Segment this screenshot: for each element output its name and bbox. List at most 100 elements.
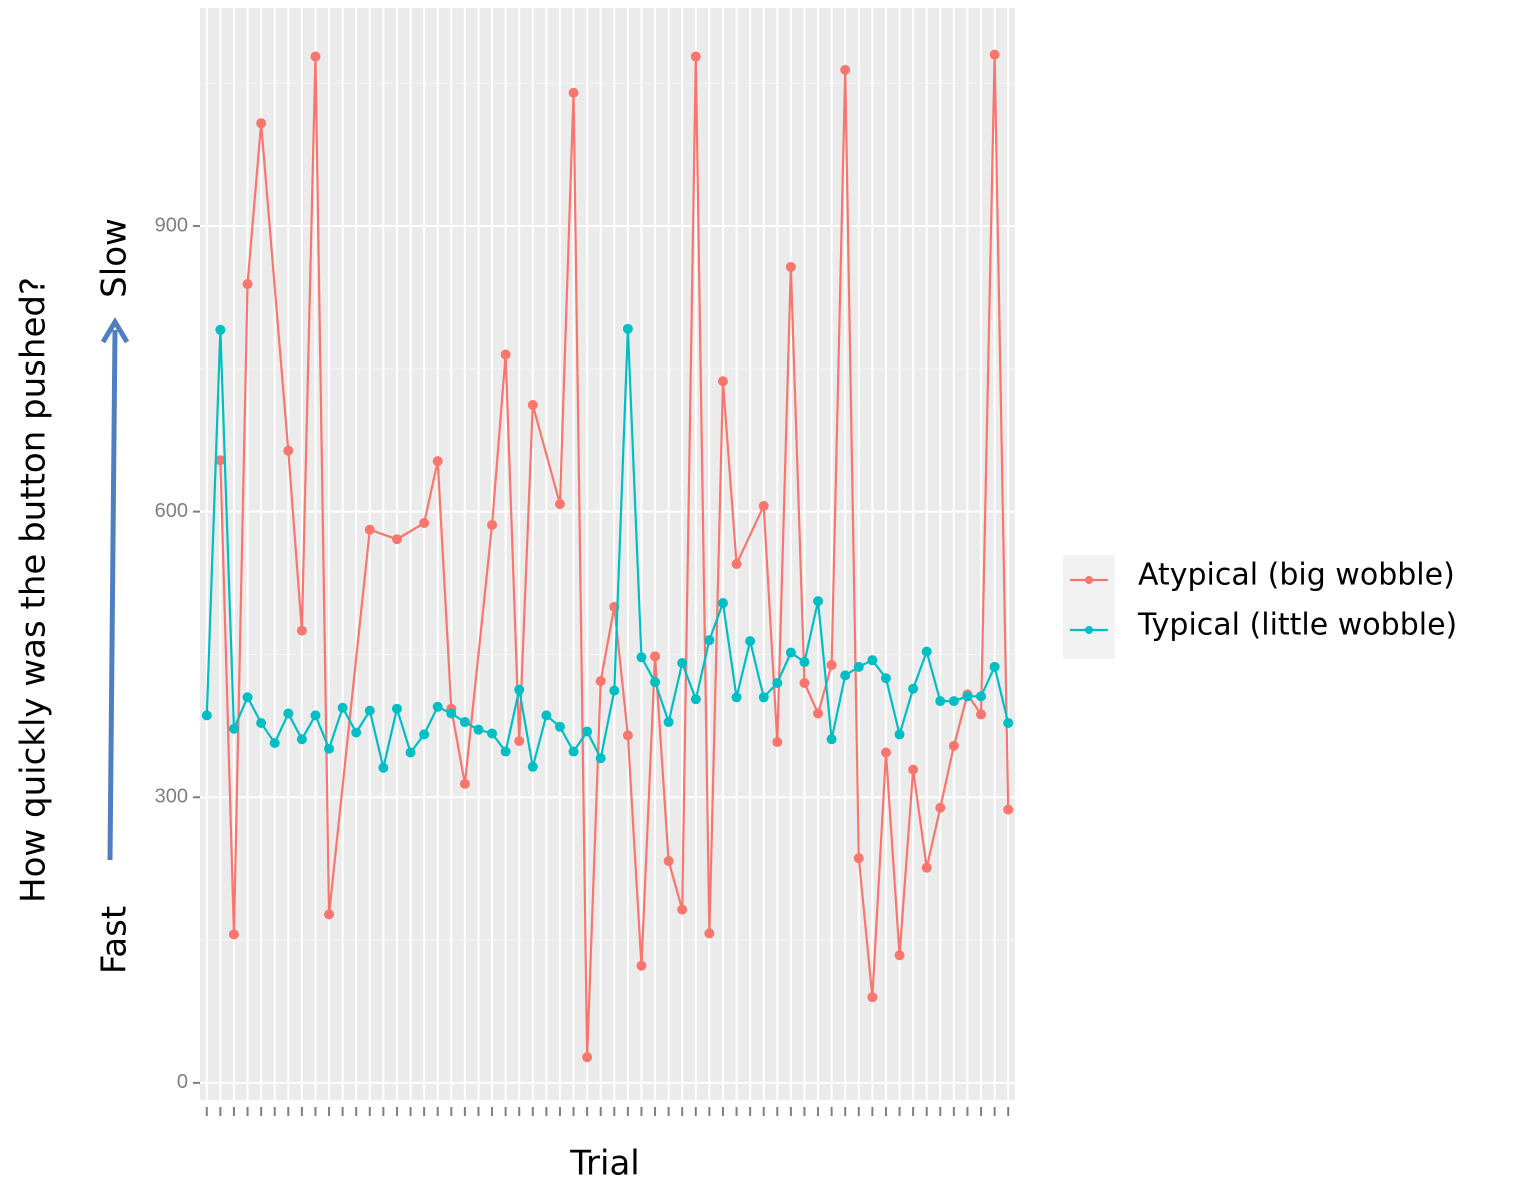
panel (200, 8, 1015, 1100)
point (310, 710, 321, 721)
point (921, 862, 932, 873)
point (242, 692, 253, 703)
point (731, 692, 742, 703)
point (840, 670, 851, 681)
point (976, 709, 987, 720)
point (717, 376, 728, 387)
point (595, 753, 606, 764)
point (867, 992, 878, 1003)
point (446, 708, 457, 719)
point (799, 678, 810, 689)
point (324, 909, 335, 920)
point (487, 519, 498, 530)
point (758, 500, 769, 511)
point (731, 558, 742, 569)
point (405, 747, 416, 758)
point (813, 596, 824, 607)
point (364, 524, 375, 535)
point (296, 625, 307, 636)
point (704, 635, 715, 646)
annotation: Slow (95, 218, 135, 298)
point (813, 708, 824, 719)
point (432, 701, 443, 712)
legend-key (1085, 576, 1093, 584)
point (785, 261, 796, 272)
point (459, 778, 470, 789)
point (908, 683, 919, 694)
y-tick-label: 900 (155, 214, 188, 236)
y-tick-label: 0 (177, 1071, 188, 1093)
point (636, 652, 647, 663)
point (976, 691, 987, 702)
y-axis-label: How quickly was the button pushed? (14, 277, 54, 903)
grid: 0 300 600 900 (155, 8, 1015, 1116)
annotation: Fast (95, 906, 135, 974)
point (935, 802, 946, 813)
point (677, 658, 688, 669)
point (310, 51, 321, 62)
point (215, 324, 226, 335)
point (378, 762, 389, 773)
point (935, 696, 946, 707)
point (432, 456, 443, 467)
legend-label: Atypical (big wobble) (1138, 558, 1455, 593)
point (948, 696, 959, 707)
point (554, 721, 565, 732)
point (514, 736, 525, 747)
point (772, 678, 783, 689)
point (391, 534, 402, 545)
point (500, 746, 511, 757)
point (595, 676, 606, 687)
point (989, 661, 1000, 672)
point (609, 685, 620, 696)
point (853, 661, 864, 672)
point (283, 445, 294, 456)
legend: Atypical (big wobble) Typical (little wob… (1070, 558, 1457, 643)
point (894, 729, 905, 740)
point (514, 684, 525, 695)
point (228, 929, 239, 940)
point (296, 734, 307, 745)
point (962, 691, 973, 702)
point (1003, 804, 1014, 815)
point (283, 708, 294, 719)
point (269, 737, 280, 748)
point (704, 928, 715, 939)
point (527, 761, 538, 772)
point (758, 692, 769, 703)
point (459, 717, 470, 728)
point (690, 51, 701, 62)
point (256, 717, 267, 728)
point (256, 118, 267, 129)
point (419, 518, 430, 529)
point (894, 950, 905, 961)
point (351, 727, 362, 738)
point (419, 729, 430, 740)
point (541, 710, 552, 721)
point (867, 655, 878, 666)
point (568, 746, 579, 757)
point (772, 737, 783, 748)
point (663, 717, 674, 728)
point (582, 726, 593, 737)
arrow-head (100, 317, 130, 344)
point (908, 764, 919, 775)
point (650, 651, 661, 662)
point (989, 49, 1000, 60)
y-tick-label: 600 (155, 500, 188, 522)
point (799, 657, 810, 668)
legend-bg (1063, 555, 1115, 659)
point (880, 747, 891, 758)
point (948, 740, 959, 751)
point (785, 647, 796, 658)
marks (201, 49, 1014, 1063)
point (201, 710, 212, 721)
point (745, 636, 756, 647)
point (840, 64, 851, 75)
point (717, 598, 728, 609)
point (636, 960, 647, 971)
point (473, 724, 484, 735)
y-tick-label: 300 (155, 786, 188, 808)
point (582, 1052, 593, 1063)
